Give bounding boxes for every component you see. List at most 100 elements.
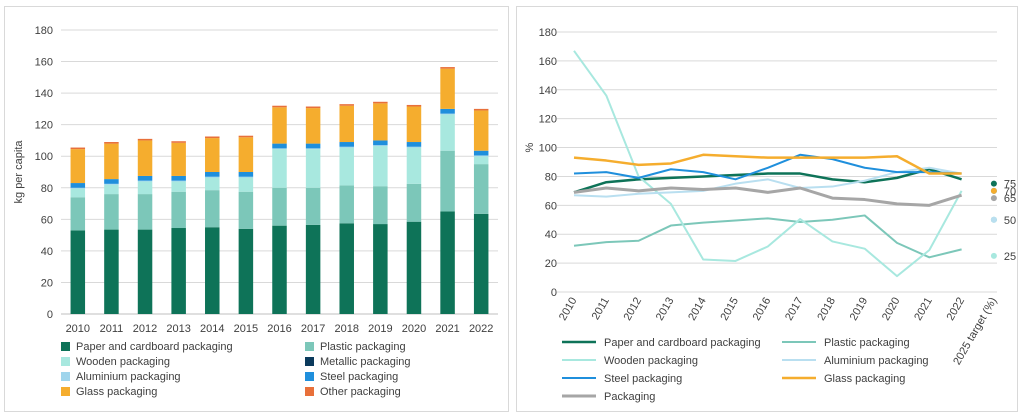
legend-label: Glass packaging xyxy=(824,373,905,385)
bar-segment xyxy=(406,146,422,148)
bar-segment xyxy=(272,225,287,314)
bar-segment xyxy=(238,172,254,177)
y-tick-label: 0 xyxy=(551,287,557,299)
x-tick-label: 2018 xyxy=(815,296,838,323)
target-marker xyxy=(990,252,997,259)
series-line xyxy=(573,214,962,259)
bar-segment xyxy=(205,227,220,314)
bar-segment xyxy=(70,147,86,150)
y-tick-label: 140 xyxy=(35,88,53,100)
target-label: 25 xyxy=(1004,251,1016,263)
bar-segment xyxy=(272,105,287,108)
legend-label: Steel packaging xyxy=(320,371,398,383)
bar-segment xyxy=(339,105,354,143)
bar-segment xyxy=(305,224,321,314)
bar-segment xyxy=(305,148,321,150)
legend-swatch xyxy=(61,372,70,381)
bar-segment xyxy=(406,221,422,314)
bar-segment xyxy=(406,183,422,222)
legend-label: Aluminium packaging xyxy=(76,371,181,383)
bar-segment xyxy=(373,145,388,187)
x-tick-label: 2014 xyxy=(200,323,224,335)
bar-segment xyxy=(473,150,489,156)
bar-segment xyxy=(70,188,86,198)
bar-segment xyxy=(440,113,455,115)
series-line xyxy=(573,167,962,194)
legend-label: Packaging xyxy=(604,391,655,403)
y-tick-label: 180 xyxy=(539,27,557,39)
y-tick-label: 100 xyxy=(539,143,557,155)
series-line xyxy=(573,186,963,207)
x-tick-label: 2019 xyxy=(368,323,392,335)
bar-segment xyxy=(473,213,489,314)
bar-segment xyxy=(137,180,153,182)
legend-label: Aluminium packaging xyxy=(824,355,929,367)
y-tick-label: 40 xyxy=(545,229,557,241)
y-tick-label: 60 xyxy=(41,214,53,226)
y-axis-title: kg per capita xyxy=(13,140,25,204)
bar-segment xyxy=(406,147,422,184)
bar-segment xyxy=(238,137,254,172)
bar-segment xyxy=(373,101,388,104)
bar-segment xyxy=(339,185,354,224)
x-tick-label: 2011 xyxy=(100,323,124,335)
bar-segment xyxy=(473,164,489,214)
legend-label: Wooden packaging xyxy=(76,356,170,368)
bar-segment xyxy=(440,68,455,109)
legend-label: Steel packaging xyxy=(604,373,682,385)
legend-label: Other packaging xyxy=(320,386,401,398)
y-tick-label: 40 xyxy=(41,246,53,258)
bar-segment xyxy=(171,141,186,143)
x-tick-label: 2022 xyxy=(469,323,493,335)
legend-label: Glass packaging xyxy=(76,386,157,398)
bar-segment xyxy=(406,142,422,147)
bar-segment xyxy=(238,228,254,314)
bar-segment xyxy=(171,175,186,181)
x-tick-label: 2012 xyxy=(133,323,157,335)
left-stacked-bar-chart: 0 20 40 60 80 100 120 140 160 180 kg per capita 201… xyxy=(13,25,498,398)
series-line xyxy=(573,50,963,278)
x-tick-label: 2010 xyxy=(557,296,580,323)
bar-segment xyxy=(171,142,186,176)
x-tick-label: 2013 xyxy=(654,296,677,323)
x-tick-label: 2014 xyxy=(686,296,709,323)
bar-segment xyxy=(473,156,489,165)
y-tick-label: 120 xyxy=(35,120,53,132)
bar-segment xyxy=(70,183,86,188)
bar-segment xyxy=(272,148,287,150)
bar-segment xyxy=(473,110,489,151)
bar-segment xyxy=(104,143,119,180)
y-axis-title: % xyxy=(524,142,536,152)
bar-segment xyxy=(205,136,220,139)
x-tick-label: 2020 xyxy=(402,323,426,335)
bar-segment xyxy=(171,228,186,314)
bar-segment xyxy=(373,145,388,146)
x-tick-label: 2015 xyxy=(234,323,258,335)
bar-segment xyxy=(272,149,287,188)
x-tick-label: 2016 xyxy=(751,296,774,323)
bar-segment xyxy=(440,211,455,314)
y-tick-label: 80 xyxy=(545,171,557,183)
bar-segment xyxy=(373,224,388,314)
x-tick-label: 2015 xyxy=(718,296,741,323)
bar-segment xyxy=(305,108,321,144)
legend-swatch xyxy=(305,387,314,396)
bar-segment xyxy=(137,138,153,141)
bar-segment xyxy=(104,179,119,184)
x-tick-label: 2022 xyxy=(945,296,968,323)
bar-segment xyxy=(440,108,455,114)
target-marker xyxy=(990,180,997,187)
target-label: 75 xyxy=(1004,179,1016,191)
bar-segment xyxy=(104,184,119,195)
bar-segment xyxy=(70,149,86,184)
bar-segment xyxy=(339,142,354,147)
bar-segment xyxy=(137,175,153,181)
x-tick-label: 2020 xyxy=(880,296,903,323)
bar-segment xyxy=(440,114,455,151)
y-tick-label: 60 xyxy=(545,200,557,212)
bar-segment xyxy=(205,177,220,191)
target-marker xyxy=(990,195,997,202)
bar-segment xyxy=(171,191,186,229)
bar-segment xyxy=(473,108,489,111)
legend-swatch xyxy=(61,387,70,396)
